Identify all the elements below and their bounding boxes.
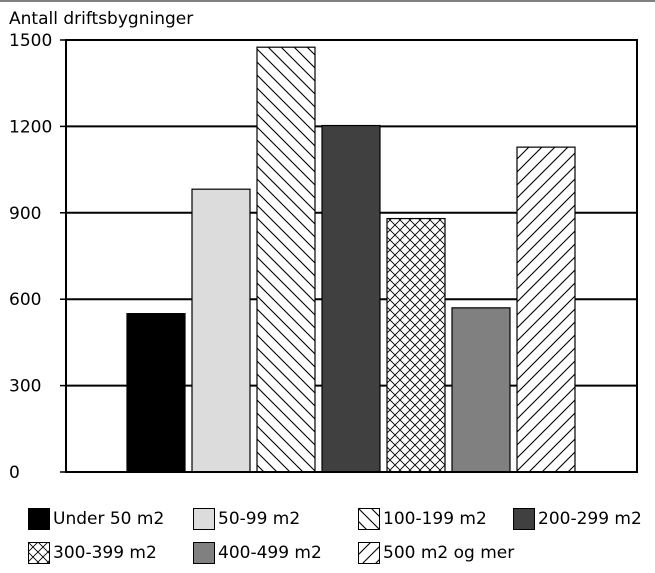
legend-swatch xyxy=(358,542,380,564)
legend-item: 400-499 m2 xyxy=(193,542,358,564)
legend-label: 500 m2 og mer xyxy=(383,543,515,563)
legend-item: 100-199 m2 xyxy=(358,508,513,530)
legend-label: 400-499 m2 xyxy=(218,543,322,563)
y-tick-label: 600 xyxy=(9,290,41,310)
y-tick-label: 1500 xyxy=(9,31,52,51)
bar xyxy=(191,188,251,473)
bar xyxy=(321,124,381,473)
legend-item: 500 m2 og mer xyxy=(358,542,514,564)
bar xyxy=(451,307,511,473)
legend-item: Under 50 m2 xyxy=(28,508,193,530)
legend-swatch xyxy=(28,542,50,564)
legend-item: 50-99 m2 xyxy=(193,508,358,530)
legend-item: 300-399 m2 xyxy=(28,542,193,564)
y-tick-label: 300 xyxy=(9,377,41,397)
legend-row-2: 300-399 m2 400-499 m2 500 m2 og mer xyxy=(28,542,514,564)
bar-chart: Antall driftsbygninger 0 300 600 900 1200 150… xyxy=(0,0,655,480)
bar xyxy=(386,217,446,473)
legend-label: 200-299 m2 xyxy=(538,509,642,529)
legend-swatch xyxy=(513,508,535,530)
legend-swatch xyxy=(358,508,380,530)
y-tick-label: 1200 xyxy=(9,117,52,137)
legend-row-1: Under 50 m2 50-99 m2 100-199 m2 200-299 … xyxy=(28,508,642,530)
y-axis-title: Antall driftsbygninger xyxy=(9,9,193,29)
legend-item: 200-299 m2 xyxy=(513,508,642,530)
bar xyxy=(516,146,576,473)
legend-swatch xyxy=(28,508,50,530)
y-tick-label: 0 xyxy=(9,463,20,480)
y-tick-label: 900 xyxy=(9,204,41,224)
legend-label: 300-399 m2 xyxy=(53,543,157,563)
legend-label: Under 50 m2 xyxy=(53,509,165,529)
legend-swatch xyxy=(193,542,215,564)
bar xyxy=(126,313,186,473)
plot-frame xyxy=(65,39,638,473)
y-axis-ticks: 0 300 600 900 1200 1500 xyxy=(9,31,66,480)
legend-swatch xyxy=(193,508,215,530)
plot-border xyxy=(65,39,638,473)
bar xyxy=(256,46,316,473)
bars xyxy=(126,46,576,473)
legend-label: 100-199 m2 xyxy=(383,509,487,529)
legend-label: 50-99 m2 xyxy=(218,509,301,529)
